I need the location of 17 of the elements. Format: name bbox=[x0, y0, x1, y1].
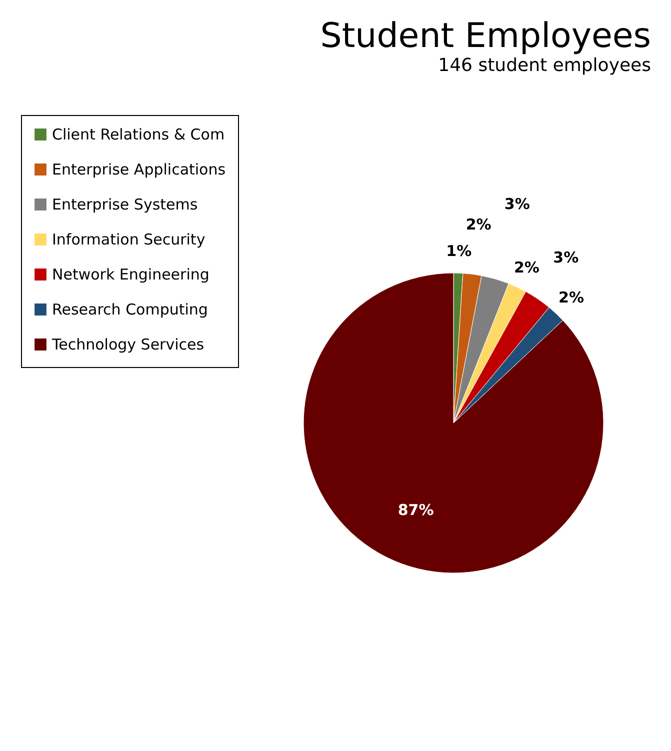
data-label: 87% bbox=[398, 501, 434, 520]
data-label: 2% bbox=[514, 258, 540, 276]
legend-label: Information Security bbox=[52, 230, 206, 248]
data-label: 2% bbox=[466, 216, 492, 234]
legend-label: Network Engineering bbox=[52, 266, 210, 284]
chart-title: Student Employees bbox=[320, 16, 651, 56]
data-label: 3% bbox=[504, 195, 530, 214]
data-label: 3% bbox=[553, 248, 579, 267]
legend-label: Enterprise Systems bbox=[52, 196, 198, 214]
legend-label: Technology Services bbox=[51, 336, 204, 354]
legend-label: Enterprise Applications bbox=[52, 160, 226, 178]
data-label: 2% bbox=[558, 288, 584, 307]
legend-label: Client Relations & Com bbox=[52, 126, 225, 144]
legend-label: Research Computing bbox=[52, 300, 208, 318]
pie-slice bbox=[303, 272, 604, 574]
chart-subtitle: 146 student employees bbox=[438, 55, 651, 76]
data-label: 1% bbox=[446, 242, 472, 260]
